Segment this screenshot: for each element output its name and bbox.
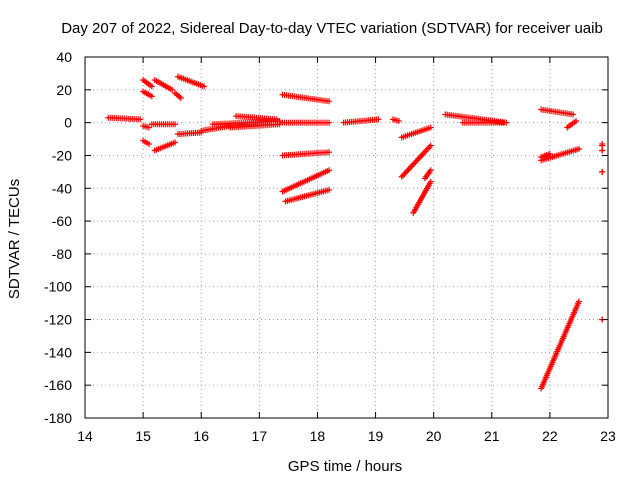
data-point bbox=[599, 147, 606, 154]
y-tick-label: -120 bbox=[44, 312, 72, 328]
data-point bbox=[145, 124, 152, 131]
data-arc bbox=[398, 142, 434, 180]
data-arc bbox=[279, 167, 333, 195]
data-point bbox=[575, 145, 582, 152]
data-arc bbox=[340, 116, 382, 126]
data-point bbox=[326, 149, 333, 156]
data-arc bbox=[279, 119, 333, 126]
data-point bbox=[326, 119, 333, 126]
data-arc bbox=[564, 117, 580, 131]
data-point bbox=[172, 139, 179, 146]
x-tick-label: 18 bbox=[310, 428, 326, 444]
y-tick-label: -140 bbox=[44, 344, 72, 360]
y-tick-label: -160 bbox=[44, 377, 72, 393]
data-arc bbox=[279, 149, 333, 159]
data-point bbox=[599, 168, 606, 175]
y-tick-labels: 40 20 0 -20 -40 -60 -80 -100 -120 -140 -160 -180 bbox=[44, 49, 72, 426]
x-tick-label: 15 bbox=[135, 428, 151, 444]
data-point bbox=[546, 150, 553, 157]
data-arc bbox=[459, 119, 507, 126]
data-point bbox=[177, 95, 184, 102]
y-tick-label: 40 bbox=[56, 49, 72, 65]
data-arc bbox=[151, 139, 179, 154]
data-arc bbox=[140, 76, 155, 90]
y-tick-label: -60 bbox=[52, 213, 72, 229]
data-point bbox=[375, 116, 382, 123]
data-arc bbox=[105, 114, 144, 123]
data-arc bbox=[538, 106, 577, 118]
axis-ticks bbox=[84, 56, 609, 419]
x-tick-label: 16 bbox=[193, 428, 209, 444]
data-point bbox=[137, 116, 144, 123]
data-arc bbox=[209, 117, 283, 128]
y-tick-label: -20 bbox=[52, 147, 72, 163]
data-point bbox=[326, 186, 333, 193]
data-arc bbox=[389, 116, 402, 124]
data-arc bbox=[398, 124, 434, 141]
data-point bbox=[427, 142, 434, 149]
data-point bbox=[172, 121, 179, 128]
y-tick-label: 0 bbox=[64, 115, 72, 131]
plot-frame bbox=[84, 56, 609, 419]
data-arc bbox=[140, 137, 152, 147]
chart-title: Day 207 of 2022, Sidereal Day-to-day VTE… bbox=[61, 20, 603, 37]
data-point bbox=[427, 124, 434, 131]
data-point bbox=[570, 111, 577, 118]
data-point bbox=[326, 167, 333, 174]
data-arc bbox=[410, 178, 434, 216]
x-tick-label: 21 bbox=[484, 428, 500, 444]
x-tick-label: 23 bbox=[600, 428, 616, 444]
x-tick-label: 19 bbox=[368, 428, 384, 444]
data-point bbox=[169, 86, 176, 93]
y-tick-label: -100 bbox=[44, 279, 72, 295]
data-point bbox=[500, 119, 507, 126]
data-point bbox=[145, 140, 152, 147]
data-point bbox=[148, 93, 155, 100]
data-point bbox=[573, 117, 580, 124]
y-tick-label: -180 bbox=[44, 410, 72, 426]
data-point bbox=[427, 178, 434, 185]
data-arc bbox=[599, 147, 606, 154]
data-point bbox=[201, 83, 208, 90]
data-arc bbox=[174, 73, 208, 90]
data-arc bbox=[140, 88, 155, 100]
x-tick-label: 14 bbox=[77, 428, 93, 444]
y-tick-label: -80 bbox=[52, 246, 72, 262]
x-tick-label: 20 bbox=[426, 428, 442, 444]
data-arc bbox=[151, 76, 176, 93]
y-tick-label: 20 bbox=[56, 82, 72, 98]
y-axis-title: SDTVAR / TECUs bbox=[6, 179, 23, 299]
data-points bbox=[105, 73, 606, 392]
data-point bbox=[395, 117, 402, 124]
x-axis-title: GPS time / hours bbox=[288, 458, 402, 475]
data-arc bbox=[140, 122, 152, 131]
y-tick-label: -40 bbox=[52, 180, 72, 196]
data-arc bbox=[279, 91, 333, 105]
data-arc bbox=[282, 186, 333, 205]
data-point bbox=[427, 167, 434, 174]
data-arc bbox=[421, 167, 434, 182]
data-arc bbox=[172, 90, 184, 102]
data-arc bbox=[538, 145, 582, 164]
x-tick-labels: 14 15 16 17 18 19 20 21 22 23 bbox=[77, 428, 616, 444]
data-arc bbox=[227, 121, 283, 131]
data-point bbox=[575, 298, 582, 305]
x-tick-label: 17 bbox=[252, 428, 268, 444]
data-arc bbox=[233, 113, 280, 123]
data-arc bbox=[538, 150, 553, 161]
data-point bbox=[326, 98, 333, 105]
data-point bbox=[148, 83, 155, 90]
x-tick-label: 22 bbox=[542, 428, 558, 444]
data-point bbox=[273, 116, 280, 123]
data-arc bbox=[599, 168, 606, 175]
data-arc bbox=[148, 121, 179, 128]
data-arc bbox=[538, 298, 582, 392]
